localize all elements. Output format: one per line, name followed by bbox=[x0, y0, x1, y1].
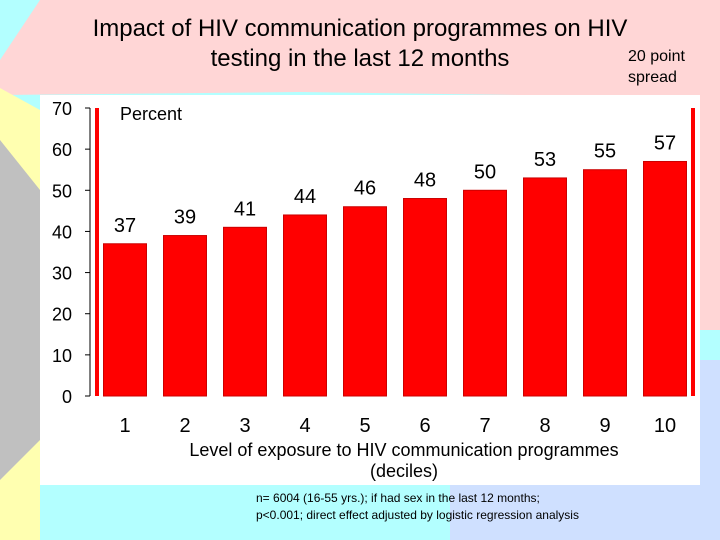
y-tick-label-20: 20 bbox=[52, 305, 72, 325]
data-label-7: 50 bbox=[474, 161, 496, 183]
bar-6 bbox=[403, 198, 447, 397]
footnote: n= 6004 (16-55 yrs.); if had sex in the … bbox=[256, 490, 579, 524]
x-tick-label-1: 1 bbox=[119, 415, 130, 437]
data-label-8: 53 bbox=[534, 149, 556, 171]
bar-2 bbox=[163, 235, 207, 397]
bar-8 bbox=[523, 177, 567, 397]
data-labels: 37 39 41 44 46 48 50 53 55 57 bbox=[114, 132, 676, 236]
bar-1 bbox=[103, 243, 147, 397]
x-tick-label-5: 5 bbox=[359, 415, 370, 437]
x-axis: 1 2 3 4 5 6 7 8 9 10 bbox=[119, 415, 676, 437]
bar-5 bbox=[343, 206, 387, 397]
x-tick-label-7: 7 bbox=[479, 415, 490, 437]
y-tick-label-50: 50 bbox=[52, 181, 72, 201]
data-label-6: 48 bbox=[414, 170, 436, 192]
x-tick-label-3: 3 bbox=[239, 415, 250, 437]
y-axis: 0 10 20 30 40 50 60 70 bbox=[52, 99, 91, 407]
bar-10 bbox=[643, 160, 687, 397]
x-tick-label-8: 8 bbox=[539, 415, 550, 437]
bar-4 bbox=[283, 214, 327, 397]
chart-title-line2: testing in the last 12 months bbox=[210, 45, 510, 72]
spread-annotation-line1: 20 point bbox=[628, 48, 685, 65]
bar-3 bbox=[223, 226, 267, 397]
y-tick-label-60: 60 bbox=[52, 140, 72, 160]
data-label-9: 55 bbox=[594, 141, 616, 163]
x-tick-label-6: 6 bbox=[419, 415, 430, 437]
data-label-1: 37 bbox=[114, 215, 136, 237]
chart-title: Impact of HIV communication programmes o… bbox=[60, 14, 660, 74]
data-label-10: 57 bbox=[654, 132, 676, 154]
spread-annotation-line2: spread bbox=[628, 69, 677, 86]
x-tick-label-10: 10 bbox=[654, 415, 676, 437]
data-label-2: 39 bbox=[174, 207, 196, 229]
x-tick-label-4: 4 bbox=[299, 415, 310, 437]
bar-7 bbox=[463, 189, 507, 397]
data-label-4: 44 bbox=[294, 186, 316, 208]
bar-9 bbox=[583, 169, 627, 397]
bars bbox=[99, 108, 691, 397]
x-axis-label-line1: Level of exposure to HIV communication p… bbox=[189, 440, 618, 460]
x-tick-label-9: 9 bbox=[599, 415, 610, 437]
footnote-line2: p<0.001; direct effect adjusted by logis… bbox=[256, 508, 579, 522]
chart-title-line1: Impact of HIV communication programmes o… bbox=[92, 15, 628, 42]
y-tick-label-10: 10 bbox=[52, 346, 72, 366]
y-tick-label-0: 0 bbox=[62, 387, 72, 407]
x-tick-label-2: 2 bbox=[179, 415, 190, 437]
y-tick-label-40: 40 bbox=[52, 222, 72, 242]
background-pink-band bbox=[0, 0, 720, 180]
spread-annotation: 20 point spread bbox=[628, 46, 685, 88]
y-tick-label-30: 30 bbox=[52, 264, 72, 284]
data-label-3: 41 bbox=[234, 198, 256, 220]
y-axis-label: Percent bbox=[120, 104, 182, 124]
y-tick-label-70: 70 bbox=[52, 99, 72, 119]
background-gray-triangle bbox=[0, 140, 40, 480]
footnote-line1: n= 6004 (16-55 yrs.); if had sex in the … bbox=[256, 491, 540, 505]
x-axis-label-line2: (deciles) bbox=[370, 461, 438, 481]
data-label-5: 46 bbox=[354, 178, 376, 200]
